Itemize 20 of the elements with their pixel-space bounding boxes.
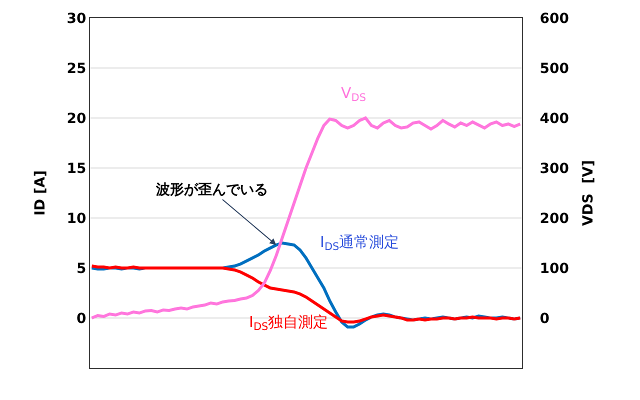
y-tick-label: 25 xyxy=(66,60,86,77)
y-tick-label: 0 xyxy=(76,310,86,327)
y2-tick-label: 400 xyxy=(540,110,570,127)
y-tick-label: 30 xyxy=(66,10,86,27)
y-axis-title: ID [A] xyxy=(32,170,48,216)
y-tick-label: 20 xyxy=(66,110,86,127)
y2-tick-label: 200 xyxy=(540,210,570,227)
y2-tick-label: 500 xyxy=(540,60,570,77)
series-label: I$_{DS}$通常測定 xyxy=(320,233,400,254)
y2-tick-label: 300 xyxy=(540,160,570,177)
y-tick-label: 5 xyxy=(76,260,86,277)
y-tick-label: 15 xyxy=(66,160,86,177)
y2-tick-label: 100 xyxy=(540,260,570,277)
series-label: I$_{DS}$独自測定 xyxy=(249,313,328,334)
y2-axis-title: VDS [V] xyxy=(580,160,597,226)
annotation: 波形が歪んでいる xyxy=(155,182,268,198)
y2-tick-label: 600 xyxy=(540,10,570,27)
y-tick-label: 10 xyxy=(66,210,86,227)
y2-tick-label: 0 xyxy=(540,310,550,327)
series-label: V$_{DS}$ xyxy=(341,84,366,104)
